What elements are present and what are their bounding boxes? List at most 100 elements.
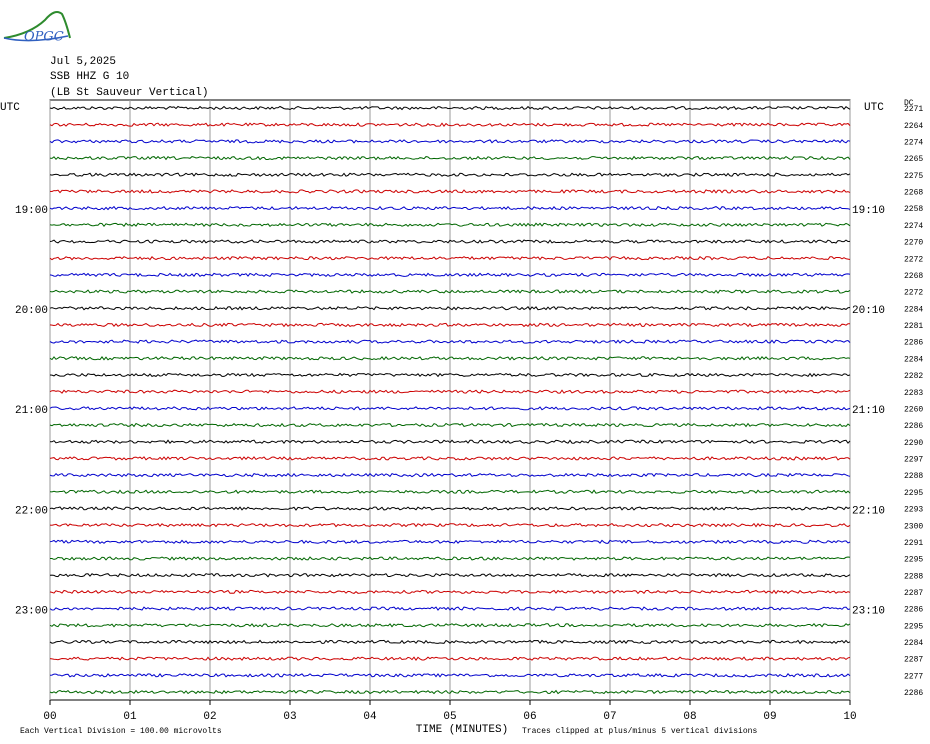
trace <box>49 406 851 411</box>
x-tick-label: 04 <box>363 711 377 723</box>
dc-value: 2264 <box>904 122 923 131</box>
dc-value: 2268 <box>904 189 923 198</box>
right-time-label: 19:10 <box>852 205 885 217</box>
dc-value: 2277 <box>904 672 923 681</box>
x-tick-label: 08 <box>683 711 696 723</box>
right-time-label: 23:10 <box>852 605 885 617</box>
x-tick-label: 09 <box>763 711 776 723</box>
x-tick-label: 01 <box>123 711 137 723</box>
trace <box>49 622 851 628</box>
trace <box>49 573 851 578</box>
dc-value: 2268 <box>904 272 923 281</box>
trace <box>49 305 851 311</box>
x-tick-label: 03 <box>283 711 296 723</box>
dc-value: 2295 <box>904 622 923 631</box>
dc-value: 2274 <box>904 222 923 231</box>
right-time-label: 21:10 <box>852 405 885 417</box>
dc-value: 2272 <box>904 289 923 298</box>
title-line: Jul 5,2025 <box>50 56 116 68</box>
right-time-label: 22:10 <box>852 505 885 517</box>
dc-value: 2265 <box>904 155 923 164</box>
dc-value: 2287 <box>904 589 923 598</box>
x-tick-label: 10 <box>843 711 856 723</box>
dc-value: 2288 <box>904 472 923 481</box>
footer-left: Each Vertical Division = 100.00 microvol… <box>20 727 222 736</box>
trace <box>49 606 851 611</box>
trace <box>49 372 851 378</box>
trace <box>49 322 850 328</box>
trace <box>49 506 851 511</box>
trace <box>49 105 851 111</box>
dc-value: 2284 <box>904 355 923 364</box>
title-line: (LB St Sauveur Vertical) <box>50 87 208 99</box>
dc-value: 2291 <box>904 539 923 548</box>
dc-value: 2275 <box>904 172 923 181</box>
left-header: UTC <box>0 102 20 114</box>
logo-curve <box>3 11 71 39</box>
trace <box>50 556 851 561</box>
dc-value: 2287 <box>904 656 923 665</box>
dc-value: 2295 <box>904 489 923 498</box>
dc-value: 2290 <box>904 439 923 448</box>
dc-value: 2271 <box>904 105 923 114</box>
x-tick-label: 02 <box>203 711 216 723</box>
logo-swoosh <box>3 35 69 42</box>
dc-value: 2300 <box>904 522 923 531</box>
logo-text: OPGC <box>24 30 64 45</box>
trace <box>49 272 851 278</box>
right-header: UTC <box>864 102 884 114</box>
dc-value: 2286 <box>904 689 923 698</box>
trace <box>49 689 851 695</box>
trace <box>49 339 851 344</box>
trace <box>49 239 851 244</box>
trace <box>49 456 851 461</box>
left-time-label: 22:00 <box>15 505 48 517</box>
dc-header: DC <box>904 99 914 108</box>
dc-value: 2260 <box>904 405 923 414</box>
dc-value: 2283 <box>904 389 923 398</box>
trace <box>49 155 851 161</box>
x-tick-label: 07 <box>603 711 616 723</box>
trace <box>49 539 851 545</box>
trace <box>49 389 851 394</box>
x-axis-label: TIME (MINUTES) <box>416 724 508 736</box>
dc-value: 2282 <box>904 372 923 381</box>
trace <box>49 122 851 127</box>
trace <box>49 222 851 227</box>
trace <box>49 472 851 478</box>
dc-value: 2286 <box>904 606 923 615</box>
trace <box>49 422 851 428</box>
trace <box>49 255 851 261</box>
x-tick-label: 00 <box>43 711 56 723</box>
dc-value: 2297 <box>904 456 923 465</box>
left-time-label: 19:00 <box>15 205 48 217</box>
trace <box>49 439 851 445</box>
dc-value: 2284 <box>904 639 923 648</box>
dc-value: 2272 <box>904 255 923 264</box>
trace <box>49 489 851 494</box>
trace <box>49 205 851 211</box>
dc-value: 2258 <box>904 205 923 214</box>
trace <box>49 139 851 144</box>
footer-right: Traces clipped at plus/minus 5 vertical … <box>522 727 757 736</box>
dc-value: 2293 <box>904 506 923 515</box>
left-time-label: 21:00 <box>15 405 48 417</box>
trace <box>49 172 851 177</box>
dc-value: 2286 <box>904 339 923 348</box>
dc-value: 2281 <box>904 322 923 331</box>
x-tick-label: 05 <box>443 711 456 723</box>
trace <box>49 189 851 194</box>
trace <box>49 289 851 294</box>
trace <box>49 673 851 678</box>
dc-value: 2295 <box>904 556 923 565</box>
dc-value: 2270 <box>904 239 923 248</box>
trace <box>49 522 851 528</box>
dc-value: 2288 <box>904 572 923 581</box>
trace <box>49 589 851 595</box>
title-line: SSB HHZ G 10 <box>50 71 129 83</box>
trace <box>49 639 851 645</box>
trace <box>49 656 851 661</box>
dc-value: 2284 <box>904 305 923 314</box>
left-time-label: 20:00 <box>15 305 48 317</box>
